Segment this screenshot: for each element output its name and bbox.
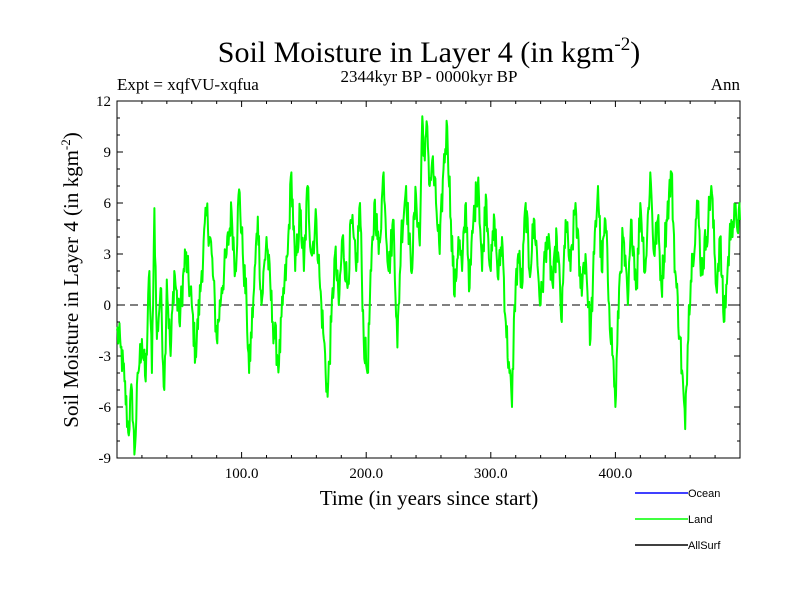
legend-label-ocean: Ocean <box>688 488 720 500</box>
y-axis-label-close: ) <box>59 132 83 139</box>
y-tick-label: 0 <box>104 298 112 314</box>
x-tick-label: 100.0 <box>225 466 259 482</box>
season-label: Ann <box>711 75 741 94</box>
legend-label-allsurf: AllSurf <box>688 540 721 552</box>
plot-frame <box>116 100 741 459</box>
y-tick-label: -6 <box>99 400 112 416</box>
y-tick-label: 6 <box>104 196 112 212</box>
y-tick-label: -9 <box>99 451 112 467</box>
x-tick-label: 400.0 <box>599 466 633 482</box>
y-tick-label: 9 <box>104 145 112 161</box>
y-tick-label: 12 <box>96 94 111 110</box>
chart-subtitle: 2344kyr BP - 0000kyr BP <box>341 67 518 86</box>
expt-label: Expt = xqfVU-xqfua <box>117 75 259 94</box>
x-tick-label: 300.0 <box>474 466 508 482</box>
series-line-land <box>116 115 741 456</box>
y-tick-label: -3 <box>99 349 112 365</box>
legend: Ocean Land AllSurf <box>635 488 721 552</box>
chart-title-main: Soil Moisture in Layer 4 (in kgm <box>218 36 615 69</box>
series-layer <box>116 115 741 456</box>
chart-title: Soil Moisture in Layer 4 (in kgm-2) <box>218 34 640 69</box>
y-tick-label: 3 <box>104 247 112 263</box>
chart-title-close: ) <box>630 36 640 69</box>
y-axis-label-sup: -2 <box>58 139 73 150</box>
axis-tick-labels: -9 -6 -3 0 3 6 9 12 100.0 200.0 300.0 400.0 <box>96 94 632 482</box>
y-axis-label: Soil Moisture in Layer 4 (in kgm-2) <box>58 132 83 427</box>
y-axis-label-main: Soil Moisture in Layer 4 (in kgm <box>59 150 83 428</box>
legend-label-land: Land <box>688 514 712 526</box>
chart-title-sup: -2 <box>614 34 630 55</box>
x-axis-label: Time (in years since start) <box>320 486 539 510</box>
x-tick-label: 200.0 <box>349 466 383 482</box>
